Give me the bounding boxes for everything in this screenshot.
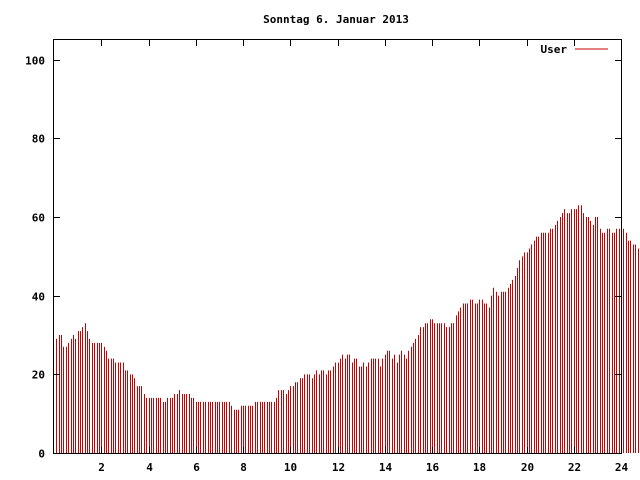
x-tick-label: 16 <box>426 461 440 474</box>
legend: User <box>541 43 608 56</box>
y-tick-label: 40 <box>32 291 45 304</box>
x-tick-label: 2 <box>98 461 105 474</box>
y-tick-label: 20 <box>32 369 45 382</box>
x-tick-label: 24 <box>615 461 629 474</box>
x-tick-label: 4 <box>146 461 153 474</box>
x-tick-label: 6 <box>193 461 200 474</box>
x-tick-label: 22 <box>568 461 581 474</box>
x-tick-label: 14 <box>379 461 393 474</box>
x-tick-label: 10 <box>284 461 297 474</box>
y-tick-label: 100 <box>25 55 45 68</box>
y-tick-label: 0 <box>38 448 45 461</box>
x-tick-label: 12 <box>332 461 345 474</box>
y-tick-label: 60 <box>32 212 45 225</box>
x-tick-label: 18 <box>473 461 486 474</box>
x-tick-label: 20 <box>521 461 534 474</box>
legend-label: User <box>541 43 568 56</box>
x-tick-label: 8 <box>240 461 247 474</box>
y-tick-label: 80 <box>32 133 45 146</box>
chart-title: Sonntag 6. Januar 2013 <box>263 13 409 26</box>
bar-series <box>56 205 639 453</box>
plot-frame <box>53 39 622 454</box>
